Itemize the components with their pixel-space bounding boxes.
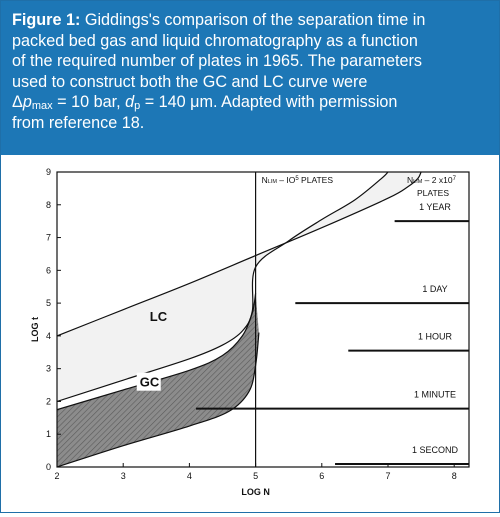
y-tick-label: 9 [46, 167, 51, 177]
nlim-plates-label: NLIM – IO5 PLATES [262, 175, 334, 185]
time-label-minute: 1 MINUTE [414, 390, 456, 400]
y-tick-label: 3 [46, 364, 51, 374]
lc-series-label: LC [150, 309, 168, 324]
caption-line: from reference 18. [12, 113, 145, 132]
y-tick-label: 1 [46, 429, 51, 439]
caption-p-subscript: p [134, 100, 141, 112]
lc-lower-curve [57, 172, 389, 403]
x-tick-label: 3 [121, 471, 126, 481]
time-label-day: 1 DAY [422, 284, 447, 294]
y-tick-label: 5 [46, 298, 51, 308]
x-tick-label: 6 [319, 471, 324, 481]
caption-line: Giddings's comparison of the separation … [80, 11, 426, 29]
plot-frame [56, 171, 470, 468]
caption-d-symbol: d [125, 93, 135, 111]
caption-lead: Figure 1: [12, 11, 81, 29]
nlim-2x10-label: NLIM – 2 x107 [407, 175, 457, 185]
y-tick-label: 8 [46, 200, 51, 210]
y-tick-label: 4 [46, 331, 51, 341]
plot-area: NLIM – IO5 PLATES 2 3 4 5 6 7 8 0 1 2 3 4 5 6 7 8 9 LOG N L… [1, 156, 499, 512]
y-tick-label: 7 [46, 233, 51, 243]
x-tick-label: 4 [187, 471, 192, 481]
caption-particle-value: = 140 μm. Adapted with permission [140, 93, 398, 111]
x-tick-label: 5 [253, 471, 258, 481]
caption-line: of the required number of plates in 1965… [12, 52, 423, 70]
y-tick-label: 2 [46, 396, 51, 406]
caption-delta: Δ [12, 93, 23, 111]
y-axis-label: LOG t [30, 317, 40, 342]
figure-caption: Figure 1: Giddings's comparison of the s… [1, 1, 499, 155]
caption-pressure-value: = 10 bar, [52, 93, 126, 111]
x-axis-label: LOG N [241, 487, 270, 497]
time-label-year: 1 YEAR [419, 202, 451, 212]
lc-upper-curve [57, 172, 422, 337]
gc-label-bg [136, 372, 161, 391]
caption-line: packed bed gas and liquid chromatography… [12, 31, 418, 50]
caption-p-symbol: p [22, 93, 32, 111]
caption-line: used to construct both the GC and LC cur… [12, 72, 368, 91]
chart-svg: NLIM – IO5 PLATES 2 3 4 5 6 7 8 0 1 2 3 4 5 6 7 8 9 LOG N L… [30, 167, 470, 497]
gc-upper-curve [57, 293, 257, 411]
time-label-second: 1 SECOND [412, 445, 459, 455]
y-tick-label: 6 [46, 265, 51, 275]
x-tick-label: 8 [452, 471, 457, 481]
lc-band [57, 172, 422, 402]
time-label-hour: 1 HOUR [418, 332, 453, 342]
y-tick-label: 0 [46, 462, 51, 472]
x-tick-label: 2 [54, 471, 59, 481]
x-tick-label: 7 [385, 471, 390, 481]
nlim-2x10-plates-label: PLATES [417, 188, 449, 198]
caption-max-subscript: max [31, 100, 53, 112]
gc-series-label: GC [140, 375, 160, 390]
